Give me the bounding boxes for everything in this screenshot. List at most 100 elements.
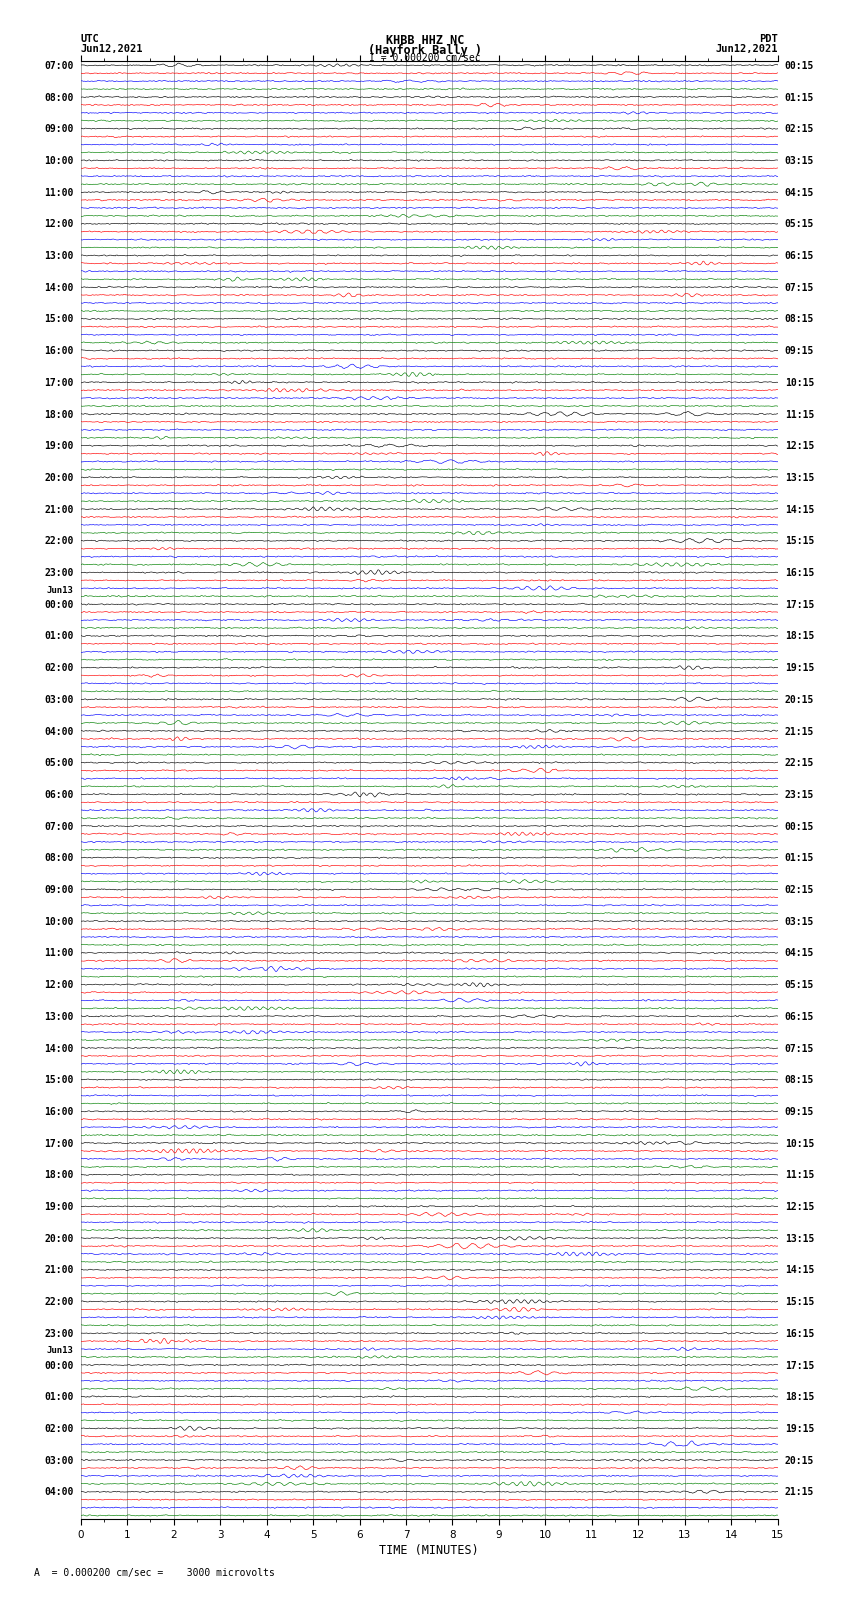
Text: 00:00: 00:00 — [44, 1360, 74, 1371]
Text: 19:15: 19:15 — [785, 663, 814, 673]
Text: 06:15: 06:15 — [785, 252, 814, 261]
Text: KHBB HHZ NC: KHBB HHZ NC — [386, 34, 464, 47]
Text: 04:00: 04:00 — [44, 726, 74, 737]
Text: 00:00: 00:00 — [44, 600, 74, 610]
Text: 02:15: 02:15 — [785, 124, 814, 134]
Text: 05:00: 05:00 — [44, 758, 74, 768]
Text: 17:15: 17:15 — [785, 600, 814, 610]
Text: 15:00: 15:00 — [44, 1076, 74, 1086]
Text: A  = 0.000200 cm/sec =    3000 microvolts: A = 0.000200 cm/sec = 3000 microvolts — [34, 1568, 275, 1578]
Text: 00:15: 00:15 — [785, 61, 814, 71]
Text: 20:15: 20:15 — [785, 695, 814, 705]
Text: Jun12,2021: Jun12,2021 — [715, 44, 778, 53]
Text: 08:15: 08:15 — [785, 1076, 814, 1086]
Text: 10:15: 10:15 — [785, 377, 814, 387]
Text: 22:00: 22:00 — [44, 1297, 74, 1307]
Text: 10:15: 10:15 — [785, 1139, 814, 1148]
Text: 22:15: 22:15 — [785, 758, 814, 768]
Text: 15:00: 15:00 — [44, 315, 74, 324]
Text: 14:00: 14:00 — [44, 282, 74, 294]
Text: 20:00: 20:00 — [44, 1234, 74, 1244]
Text: 23:00: 23:00 — [44, 568, 74, 577]
Text: 14:15: 14:15 — [785, 1266, 814, 1276]
Text: 21:15: 21:15 — [785, 1487, 814, 1497]
Text: 08:15: 08:15 — [785, 315, 814, 324]
Text: 03:15: 03:15 — [785, 916, 814, 927]
Text: 04:15: 04:15 — [785, 948, 814, 958]
Text: 12:00: 12:00 — [44, 981, 74, 990]
Text: 23:00: 23:00 — [44, 1329, 74, 1339]
Text: 00:15: 00:15 — [785, 821, 814, 832]
Text: 13:15: 13:15 — [785, 1234, 814, 1244]
Text: 04:00: 04:00 — [44, 1487, 74, 1497]
Text: 19:15: 19:15 — [785, 1424, 814, 1434]
Text: 21:00: 21:00 — [44, 505, 74, 515]
Text: 22:00: 22:00 — [44, 537, 74, 547]
Text: 12:00: 12:00 — [44, 219, 74, 229]
Text: 09:15: 09:15 — [785, 1107, 814, 1116]
Text: 02:15: 02:15 — [785, 886, 814, 895]
Text: 19:00: 19:00 — [44, 442, 74, 452]
Text: 17:15: 17:15 — [785, 1360, 814, 1371]
Text: 11:15: 11:15 — [785, 410, 814, 419]
Text: 20:15: 20:15 — [785, 1455, 814, 1466]
Text: UTC: UTC — [81, 34, 99, 44]
Text: 11:15: 11:15 — [785, 1171, 814, 1181]
Text: Jun13: Jun13 — [47, 1347, 74, 1355]
Text: 04:15: 04:15 — [785, 187, 814, 198]
Text: 03:00: 03:00 — [44, 1455, 74, 1466]
Text: 06:00: 06:00 — [44, 790, 74, 800]
Text: 16:00: 16:00 — [44, 1107, 74, 1116]
Text: 03:00: 03:00 — [44, 695, 74, 705]
Text: 16:15: 16:15 — [785, 1329, 814, 1339]
Text: Jun12,2021: Jun12,2021 — [81, 44, 144, 53]
Text: 10:00: 10:00 — [44, 916, 74, 927]
Text: 09:00: 09:00 — [44, 124, 74, 134]
Text: 18:00: 18:00 — [44, 410, 74, 419]
Text: 12:15: 12:15 — [785, 442, 814, 452]
Text: 15:15: 15:15 — [785, 537, 814, 547]
Text: 05:15: 05:15 — [785, 981, 814, 990]
Text: 01:15: 01:15 — [785, 92, 814, 103]
Text: 20:00: 20:00 — [44, 473, 74, 482]
Text: 14:00: 14:00 — [44, 1044, 74, 1053]
Text: 02:00: 02:00 — [44, 663, 74, 673]
Text: 16:00: 16:00 — [44, 347, 74, 356]
Text: 23:15: 23:15 — [785, 790, 814, 800]
Text: 13:15: 13:15 — [785, 473, 814, 482]
Text: 11:00: 11:00 — [44, 187, 74, 198]
Text: 09:15: 09:15 — [785, 347, 814, 356]
Text: 08:00: 08:00 — [44, 853, 74, 863]
Text: 03:15: 03:15 — [785, 156, 814, 166]
Text: PDT: PDT — [759, 34, 778, 44]
Text: 21:15: 21:15 — [785, 726, 814, 737]
Text: 18:15: 18:15 — [785, 1392, 814, 1402]
Text: Jun13: Jun13 — [47, 586, 74, 595]
X-axis label: TIME (MINUTES): TIME (MINUTES) — [379, 1544, 479, 1557]
Text: 05:15: 05:15 — [785, 219, 814, 229]
Text: I = 0.000200 cm/sec: I = 0.000200 cm/sec — [369, 53, 481, 63]
Text: 11:00: 11:00 — [44, 948, 74, 958]
Text: 10:00: 10:00 — [44, 156, 74, 166]
Text: 14:15: 14:15 — [785, 505, 814, 515]
Text: 07:15: 07:15 — [785, 282, 814, 294]
Text: 16:15: 16:15 — [785, 568, 814, 577]
Text: 09:00: 09:00 — [44, 886, 74, 895]
Text: 13:00: 13:00 — [44, 1011, 74, 1023]
Text: 17:00: 17:00 — [44, 377, 74, 387]
Text: 18:00: 18:00 — [44, 1171, 74, 1181]
Text: 01:00: 01:00 — [44, 631, 74, 642]
Text: 12:15: 12:15 — [785, 1202, 814, 1211]
Text: 06:15: 06:15 — [785, 1011, 814, 1023]
Text: 17:00: 17:00 — [44, 1139, 74, 1148]
Text: 01:15: 01:15 — [785, 853, 814, 863]
Text: 08:00: 08:00 — [44, 92, 74, 103]
Text: 02:00: 02:00 — [44, 1424, 74, 1434]
Text: 18:15: 18:15 — [785, 631, 814, 642]
Text: 15:15: 15:15 — [785, 1297, 814, 1307]
Text: 07:15: 07:15 — [785, 1044, 814, 1053]
Text: 13:00: 13:00 — [44, 252, 74, 261]
Text: 07:00: 07:00 — [44, 61, 74, 71]
Text: 01:00: 01:00 — [44, 1392, 74, 1402]
Text: 21:00: 21:00 — [44, 1266, 74, 1276]
